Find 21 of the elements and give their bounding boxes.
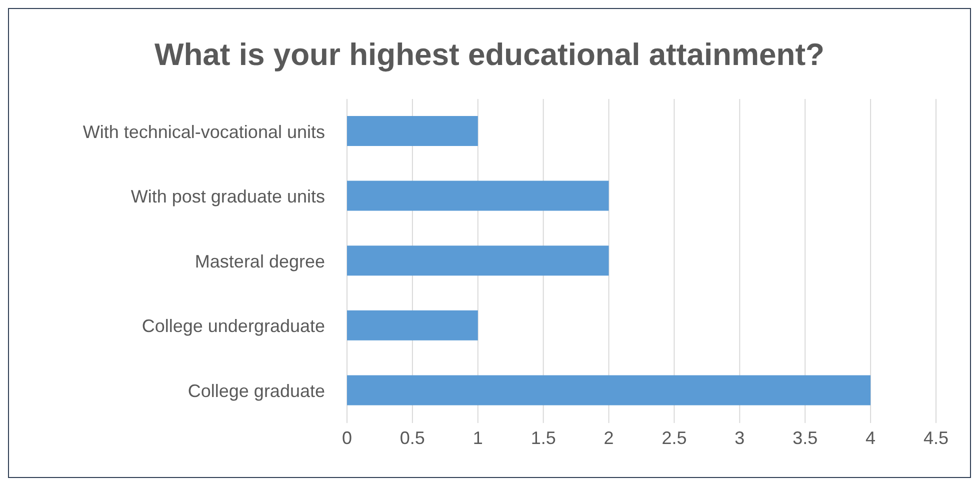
y-tick-label: College graduate — [188, 380, 325, 401]
y-tick-label: Masteral degree — [194, 251, 325, 272]
y-tick-label: With technical-vocational units — [82, 122, 325, 142]
bar — [347, 375, 871, 406]
bar — [347, 180, 609, 211]
x-tick-label: 0.5 — [400, 428, 425, 448]
x-tick-label: 4.5 — [923, 428, 949, 448]
chart-title: What is your highest educational attainment? — [153, 37, 826, 73]
x-tick-label: 0 — [342, 428, 352, 448]
x-tick-label: 3.5 — [792, 428, 818, 448]
x-tick-label: 1 — [472, 428, 483, 448]
y-tick-label: College undergraduate — [142, 316, 325, 336]
y-tick-label: With post graduate units — [130, 186, 325, 207]
x-tick-label: 1.5 — [530, 428, 556, 448]
x-tick-label: 2 — [604, 428, 614, 448]
bar — [347, 246, 609, 276]
x-tick-label: 2.5 — [662, 428, 687, 448]
bar — [347, 310, 478, 340]
x-tick-label: 4 — [866, 428, 876, 448]
x-tick-label: 3 — [734, 428, 745, 448]
bar — [347, 116, 478, 146]
